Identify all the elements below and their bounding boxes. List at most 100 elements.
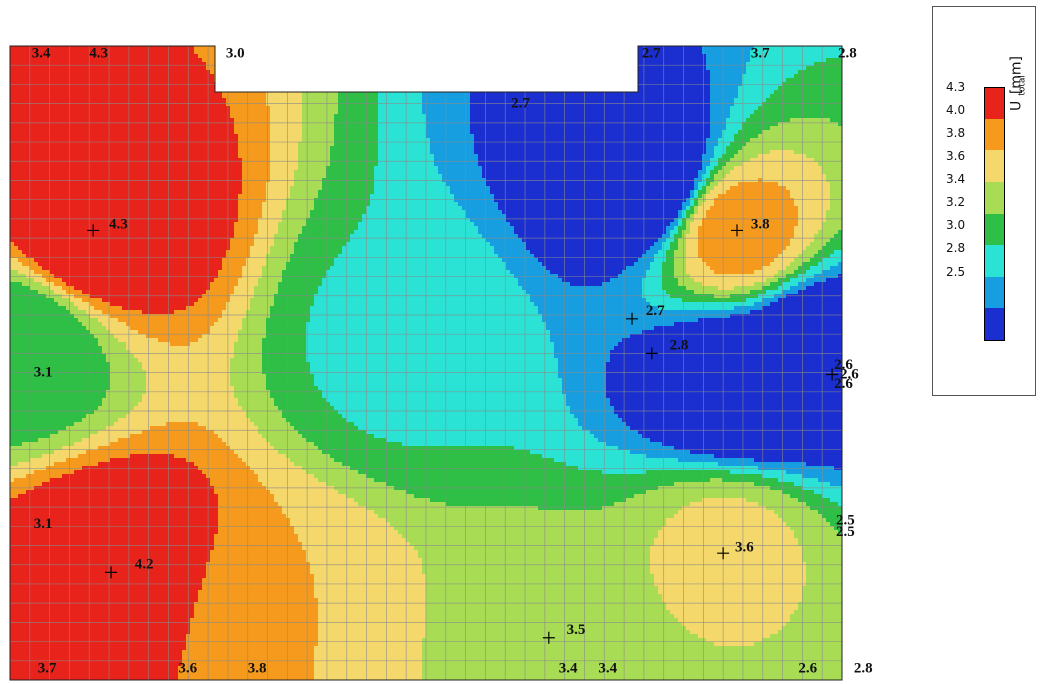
field-cell <box>30 474 35 479</box>
field-cell <box>18 514 23 519</box>
field-cell <box>42 466 47 471</box>
field-cell <box>66 602 71 607</box>
field-cell <box>114 302 119 307</box>
field-cell <box>74 114 79 119</box>
field-cell <box>78 570 83 575</box>
field-cell <box>110 510 115 515</box>
field-cell <box>98 650 103 655</box>
field-cell <box>18 310 23 315</box>
field-cell <box>74 154 79 159</box>
field-cell <box>22 434 27 439</box>
field-cell <box>86 442 91 447</box>
field-cell <box>98 514 103 519</box>
field-cell <box>78 502 83 507</box>
field-cell <box>82 494 87 499</box>
field-cell <box>50 482 55 487</box>
field-cell <box>106 106 111 111</box>
field-cell <box>110 498 115 503</box>
field-cell <box>94 566 99 571</box>
field-cell <box>50 442 55 447</box>
field-cell <box>130 386 135 391</box>
field-cell <box>70 418 75 423</box>
field-cell <box>22 662 27 667</box>
field-cell <box>118 482 123 487</box>
field-cell <box>34 258 39 263</box>
field-cell <box>82 626 87 631</box>
field-cell <box>42 558 47 563</box>
field-cell <box>42 298 47 303</box>
field-cell <box>90 458 95 463</box>
field-cell <box>42 166 47 171</box>
field-cell <box>126 278 131 283</box>
field-cell <box>114 226 119 231</box>
field-cell <box>106 614 111 619</box>
field-cell <box>54 166 59 171</box>
field-cell <box>118 306 123 311</box>
field-cell <box>38 86 43 91</box>
field-cell <box>38 574 43 579</box>
field-cell <box>78 302 83 307</box>
field-cell <box>90 530 95 535</box>
field-cell <box>118 98 123 103</box>
field-cell <box>22 146 27 151</box>
field-cell <box>130 138 135 143</box>
field-cell <box>10 106 15 111</box>
field-cell <box>98 302 103 307</box>
field-cell <box>18 118 23 123</box>
field-cell <box>50 62 55 67</box>
field-cell <box>70 402 75 407</box>
field-cell <box>50 262 55 267</box>
field-cell <box>54 330 59 335</box>
field-cell <box>34 410 39 415</box>
field-cell <box>14 338 19 343</box>
field-cell <box>90 434 95 439</box>
field-cell <box>122 290 127 295</box>
field-cell <box>38 590 43 595</box>
field-cell <box>98 678 103 680</box>
field-cell <box>30 574 35 579</box>
field-cell <box>26 262 31 267</box>
field-cell <box>54 642 59 647</box>
field-cell <box>66 146 71 151</box>
field-cell <box>38 610 43 615</box>
field-cell <box>30 230 35 235</box>
field-cell <box>58 566 63 571</box>
field-cell <box>38 174 43 179</box>
field-cell <box>38 466 43 471</box>
field-cell <box>34 298 39 303</box>
field-cell <box>102 546 107 551</box>
field-cell <box>26 54 31 59</box>
field-cell <box>102 254 107 259</box>
field-cell <box>122 58 127 63</box>
field-cell <box>22 518 27 523</box>
field-cell <box>34 362 39 367</box>
field-cell <box>50 546 55 551</box>
field-cell <box>54 214 59 219</box>
field-cell <box>18 46 23 51</box>
field-cell <box>46 250 51 255</box>
field-cell <box>134 310 139 315</box>
field-cell <box>106 542 111 547</box>
field-cell <box>58 194 63 199</box>
field-cell <box>70 214 75 219</box>
field-cell <box>26 510 31 515</box>
field-cell <box>50 450 55 455</box>
field-cell <box>102 378 107 383</box>
field-cell <box>106 526 111 531</box>
field-cell <box>58 142 63 147</box>
field-cell <box>58 526 63 531</box>
field-cell <box>118 266 123 271</box>
field-cell <box>10 570 15 575</box>
field-cell <box>102 394 107 399</box>
field-cell <box>114 102 119 107</box>
field-cell <box>14 402 19 407</box>
field-cell <box>118 318 123 323</box>
field-cell <box>82 258 87 263</box>
field-cell <box>18 590 23 595</box>
field-cell <box>94 110 99 115</box>
field-cell <box>110 422 115 427</box>
field-cell <box>42 638 47 643</box>
field-cell <box>74 290 79 295</box>
field-cell <box>106 314 111 319</box>
field-cell <box>62 402 67 407</box>
